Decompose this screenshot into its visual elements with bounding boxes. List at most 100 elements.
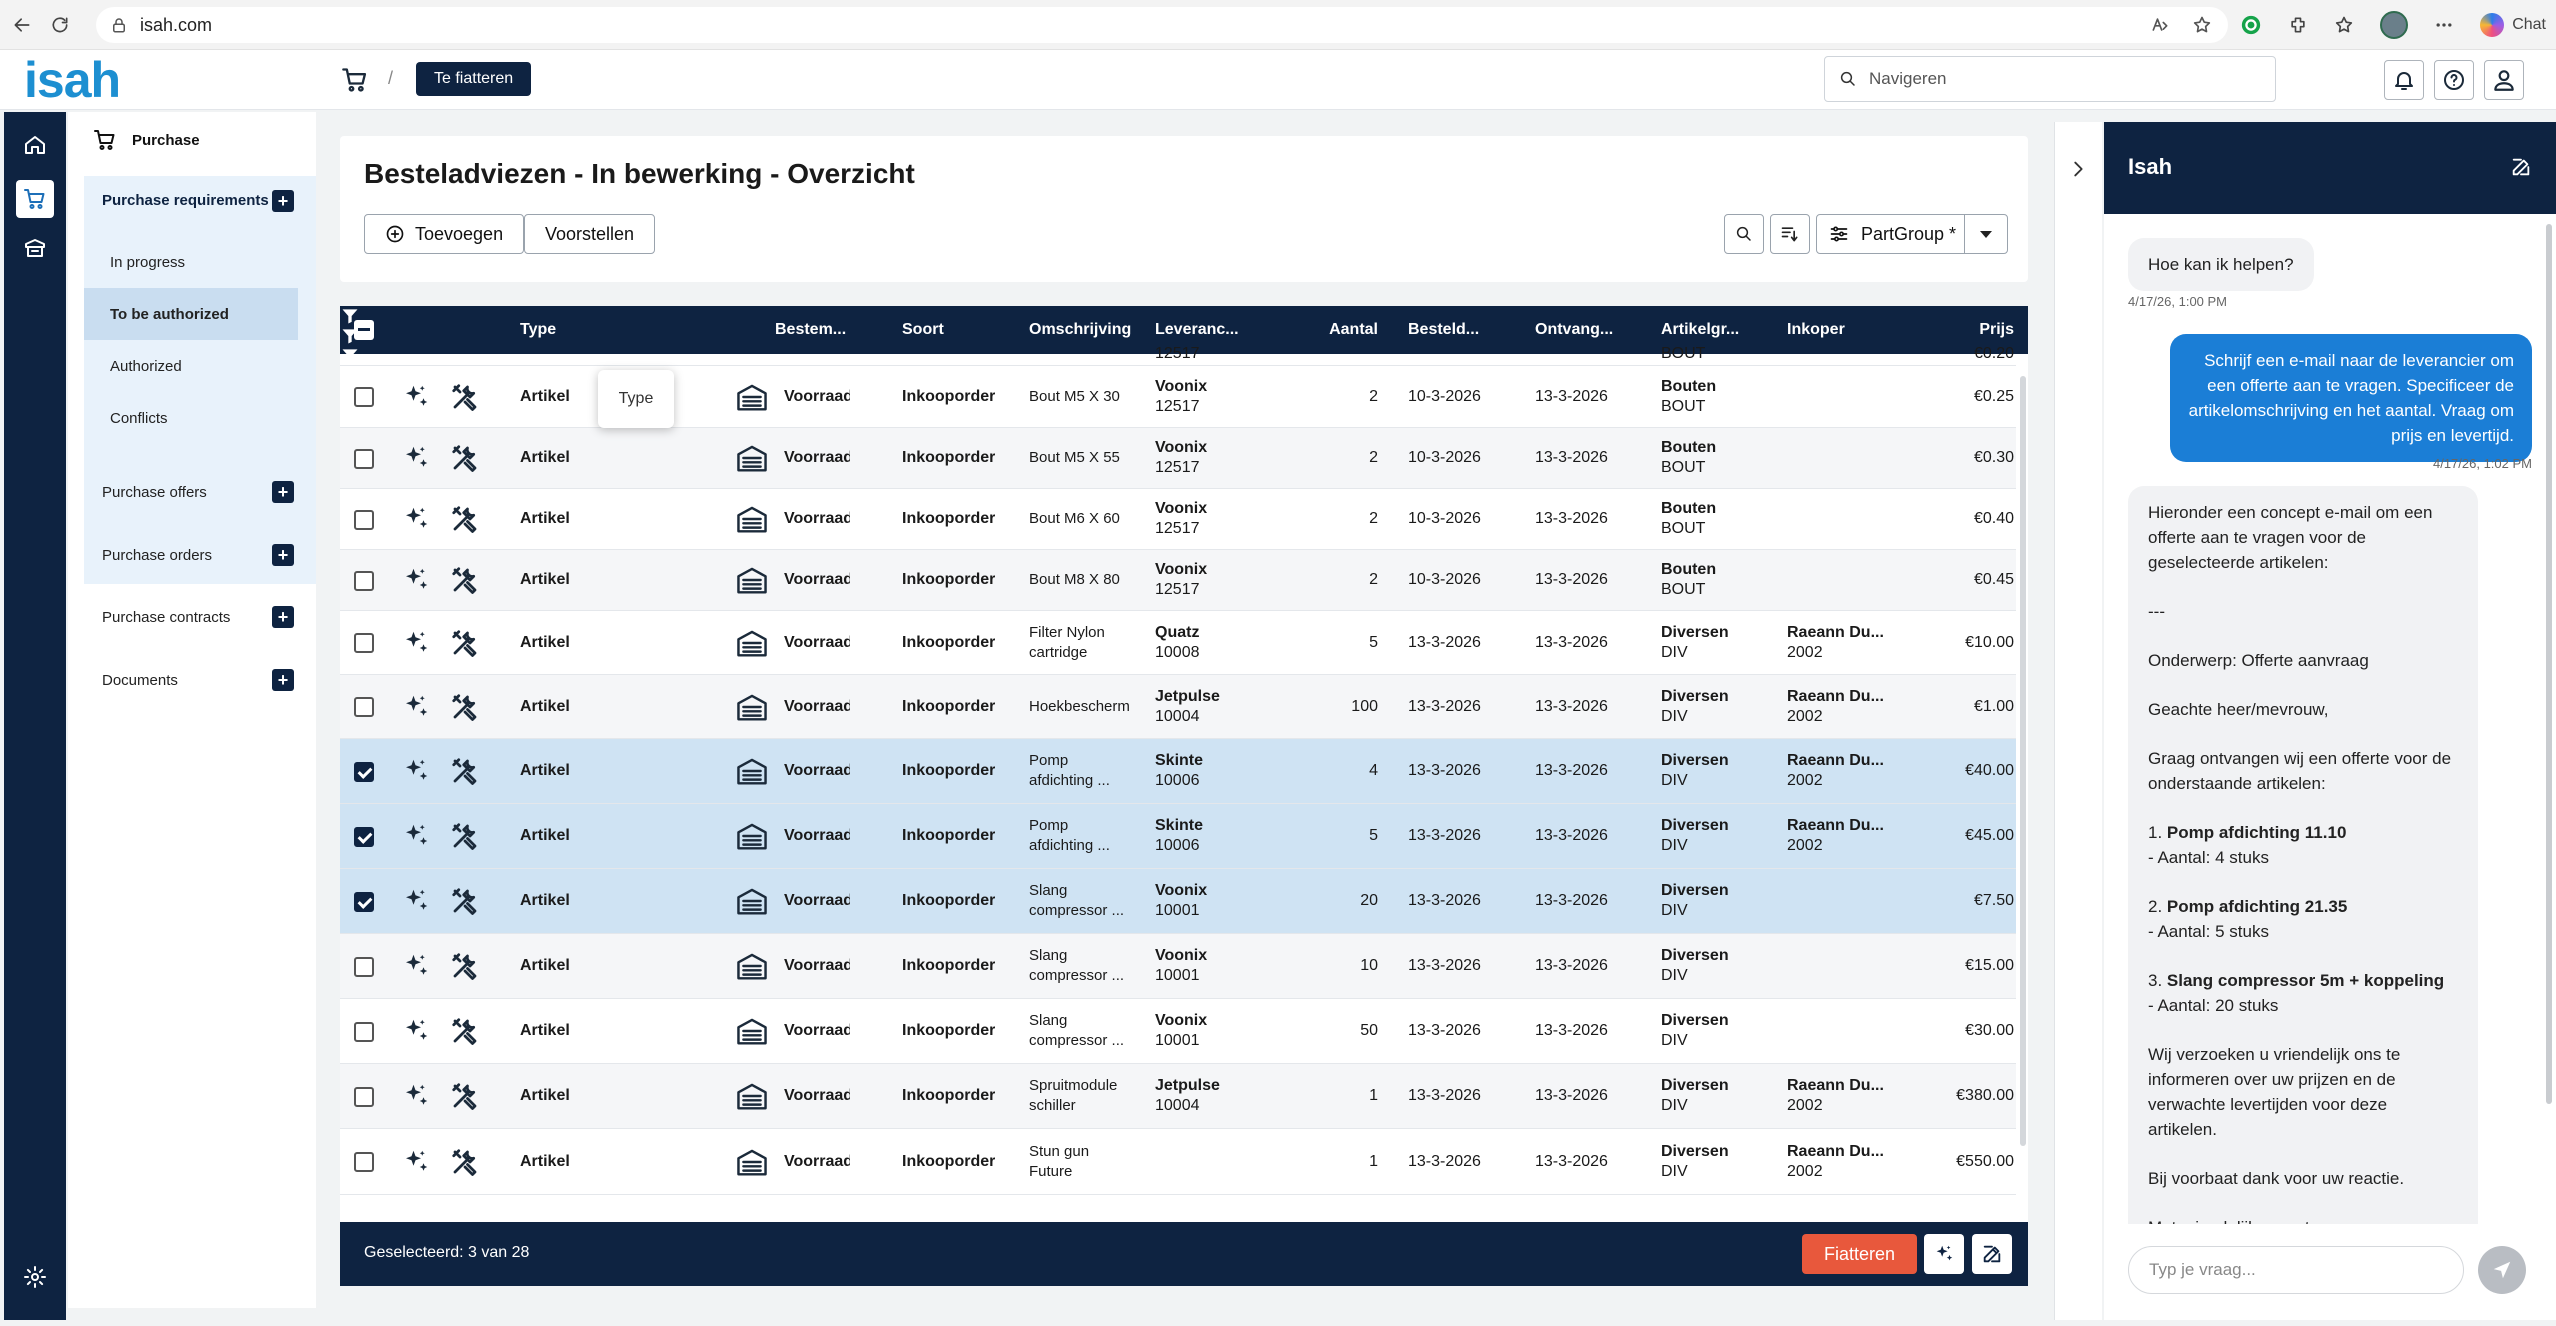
site-info-icon[interactable] <box>110 16 128 34</box>
table-scrollbar[interactable] <box>2020 376 2026 1146</box>
row-checkbox[interactable] <box>354 1152 374 1172</box>
copilot-chat-button[interactable]: Chat <box>2480 13 2546 37</box>
column-header-artikelgroep[interactable]: Artikelgr... <box>1661 321 1740 338</box>
table-row[interactable]: Artikel Voorraad Inkooporder Stun gun Fu… <box>340 1129 2016 1195</box>
table-row[interactable]: Artikel Voorraad Inkooporder Bout M5 X 3… <box>340 366 2016 428</box>
column-header-prijs[interactable]: Prijs <box>1979 321 2014 338</box>
sidebar-item-documents[interactable]: Documents <box>102 672 178 689</box>
row-checkbox[interactable] <box>354 633 374 653</box>
filter-leverancier-icon[interactable] <box>340 366 2028 386</box>
column-header-aantal[interactable]: Aantal <box>1329 321 1378 338</box>
row-checkbox[interactable] <box>354 891 374 912</box>
filter-besteldatum-icon[interactable] <box>340 386 2028 406</box>
settings-gear-icon[interactable] <box>16 1258 54 1296</box>
select-all-checkbox[interactable] <box>354 320 374 340</box>
extension-grammarly-icon[interactable] <box>2240 14 2262 36</box>
table-row[interactable]: Artikel Voorraad Inkooporder Slang compr… <box>340 869 2016 934</box>
chat-input[interactable]: Typ je vraag... <box>2128 1246 2464 1294</box>
navigate-search-input[interactable]: Navigeren <box>1824 56 2276 102</box>
partgroup-selector[interactable]: PartGroup * <box>1816 214 2008 254</box>
table-row[interactable]: Artikel Voorraad Inkooporder Bout M6 X 6… <box>340 489 2016 550</box>
add-button[interactable]: Toevoegen <box>364 214 525 254</box>
favorite-star-icon[interactable] <box>2192 15 2212 35</box>
ai-sparkle-icon[interactable] <box>396 611 436 674</box>
te-fiatteren-breadcrumb-button[interactable]: Te fiatteren <box>416 62 532 96</box>
add-purchase-requirement-button[interactable]: + <box>272 190 294 212</box>
ai-sparkle-icon[interactable] <box>396 675 436 738</box>
column-header-soort[interactable]: Soort <box>902 321 944 338</box>
sidebar-item-purchase-offers[interactable]: Purchase offers <box>102 484 207 501</box>
edit-button[interactable] <box>1972 1234 2012 1274</box>
add-purchase-offer-button[interactable]: + <box>272 481 294 503</box>
table-row[interactable]: Artikel Voorraad Inkooporder Slang compr… <box>340 999 2016 1064</box>
chat-scrollbar[interactable] <box>2546 224 2552 1104</box>
sidebar-item-conflicts[interactable]: Conflicts <box>110 409 168 427</box>
sidebar-item-purchase-contracts[interactable]: Purchase contracts <box>102 609 231 626</box>
table-row[interactable]: Artikel Voorraad Inkooporder Filter Nylo… <box>340 611 2016 675</box>
new-chat-edit-icon[interactable] <box>2510 156 2532 178</box>
sidebar-item-authorized[interactable]: Authorized <box>110 357 182 375</box>
ai-sparkle-icon[interactable] <box>396 739 436 803</box>
approve-button[interactable]: Fiatteren <box>1802 1234 1918 1274</box>
column-header-omschrijving[interactable]: Omschrijving <box>1029 321 1132 338</box>
more-icon[interactable] <box>2434 15 2454 35</box>
ai-sparkle-icon[interactable] <box>396 366 436 427</box>
ai-sparkle-icon[interactable] <box>396 934 436 998</box>
purchase-cart-icon[interactable] <box>16 180 54 218</box>
column-header-leverancier[interactable]: Leveranc... <box>1155 321 1239 338</box>
cart-icon[interactable] <box>340 66 370 94</box>
user-account-icon[interactable] <box>2484 60 2524 100</box>
column-header-type[interactable]: Type <box>520 321 557 338</box>
filter-type-icon[interactable] <box>340 306 2028 326</box>
row-checkbox[interactable] <box>354 761 374 782</box>
row-checkbox[interactable] <box>354 509 374 530</box>
filter-ontvangst-icon[interactable] <box>340 406 2028 426</box>
sidebar-item-purchase-orders[interactable]: Purchase orders <box>102 547 213 564</box>
column-header-bestemming[interactable]: Bestem... <box>775 321 847 338</box>
read-aloud-icon[interactable] <box>2150 15 2170 35</box>
table-row[interactable]: Artikel Voorraad Inkooporder Pomp afdich… <box>340 739 2016 804</box>
row-checkbox[interactable] <box>354 1021 374 1042</box>
ai-sparkle-button[interactable] <box>1924 1234 1964 1274</box>
table-row[interactable]: Artikel Voorraad Inkooporder Hoekbescher… <box>340 675 2016 739</box>
ai-sparkle-icon[interactable] <box>396 550 436 610</box>
filter-soort-icon[interactable] <box>340 346 2028 366</box>
browser-profile-avatar[interactable] <box>2380 11 2409 39</box>
reload-icon[interactable] <box>50 15 70 35</box>
back-icon[interactable] <box>12 15 32 35</box>
table-row[interactable]: Artikel Voorraad Inkooporder Spruitmodul… <box>340 1064 2016 1129</box>
chevron-right-icon[interactable] <box>2067 158 2089 180</box>
filter-bestemming-icon[interactable] <box>340 326 2028 346</box>
row-checkbox[interactable] <box>354 956 374 977</box>
notifications-bell-icon[interactable] <box>2384 60 2424 100</box>
table-row[interactable]: Artikel Voorraad Inkooporder Pomp afdich… <box>340 804 2016 869</box>
help-icon[interactable] <box>2434 60 2474 100</box>
ai-sparkle-icon[interactable] <box>396 428 436 488</box>
propose-button[interactable]: Voorstellen <box>524 214 656 254</box>
ai-sparkle-icon[interactable] <box>396 804 436 868</box>
table-search-button[interactable] <box>1724 214 1764 254</box>
add-document-button[interactable]: + <box>272 669 294 691</box>
warehouse-box-icon[interactable] <box>16 230 54 268</box>
send-button[interactable] <box>2478 1246 2526 1294</box>
row-checkbox[interactable] <box>354 570 374 591</box>
sidebar-item-in-progress[interactable]: In progress <box>110 253 186 271</box>
ai-sparkle-icon[interactable] <box>396 1064 436 1128</box>
row-checkbox[interactable] <box>354 387 374 407</box>
ai-sparkle-icon[interactable] <box>396 489 436 549</box>
ai-sparkle-icon[interactable] <box>396 869 436 933</box>
add-purchase-order-button[interactable]: + <box>272 544 294 566</box>
column-header-ontvangst[interactable]: Ontvang... <box>1535 321 1614 338</box>
column-header-inkoper[interactable]: Inkoper <box>1787 321 1845 338</box>
row-checkbox[interactable] <box>354 448 374 469</box>
add-purchase-contract-button[interactable]: + <box>272 606 294 628</box>
table-row[interactable]: Artikel Voorraad Inkooporder Bout M5 X 5… <box>340 428 2016 489</box>
row-checkbox[interactable] <box>354 826 374 847</box>
ai-sparkle-icon[interactable] <box>396 1129 436 1194</box>
home-icon[interactable] <box>16 126 54 164</box>
address-bar[interactable]: isah.com <box>96 7 2228 43</box>
filter-settings-button[interactable] <box>1770 214 1810 254</box>
sidebar-item-to-be-authorized[interactable]: To be authorized <box>84 288 298 340</box>
extensions-icon[interactable] <box>2288 15 2308 35</box>
table-row[interactable]: Artikel Voorraad Inkooporder Bout M8 X 8… <box>340 550 2016 611</box>
